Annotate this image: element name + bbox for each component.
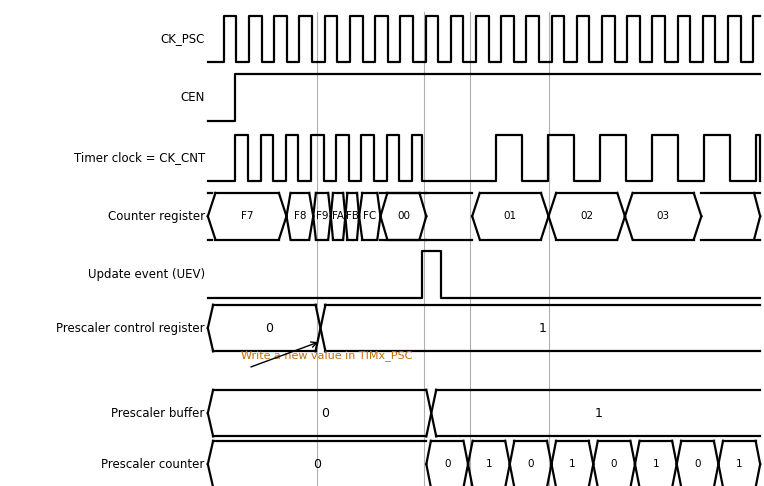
Text: 1: 1 bbox=[652, 459, 659, 469]
Text: FC: FC bbox=[363, 211, 377, 221]
Text: CK_PSC: CK_PSC bbox=[160, 33, 205, 45]
Text: 1: 1 bbox=[594, 407, 602, 419]
Text: 0: 0 bbox=[527, 459, 534, 469]
Text: 03: 03 bbox=[656, 211, 670, 221]
Text: FA: FA bbox=[332, 211, 344, 221]
Text: 0: 0 bbox=[611, 459, 617, 469]
Text: 0: 0 bbox=[265, 322, 274, 334]
Text: 1: 1 bbox=[486, 459, 492, 469]
Text: 0: 0 bbox=[444, 459, 451, 469]
Text: 1: 1 bbox=[736, 459, 743, 469]
Text: 1: 1 bbox=[539, 322, 547, 334]
Text: F7: F7 bbox=[241, 211, 254, 221]
Text: 01: 01 bbox=[503, 211, 517, 221]
Text: Prescaler control register: Prescaler control register bbox=[56, 322, 205, 334]
Text: Update event (UEV): Update event (UEV) bbox=[88, 268, 205, 281]
Text: Counter register: Counter register bbox=[108, 210, 205, 223]
Text: 00: 00 bbox=[397, 211, 410, 221]
Text: Write a new value in TIMx_PSC: Write a new value in TIMx_PSC bbox=[241, 350, 412, 361]
Text: Timer clock = CK_CNT: Timer clock = CK_CNT bbox=[73, 152, 205, 164]
Text: 0: 0 bbox=[321, 407, 329, 419]
Text: Prescaler counter: Prescaler counter bbox=[102, 458, 205, 470]
Text: F9: F9 bbox=[316, 211, 329, 221]
Text: 0: 0 bbox=[313, 458, 321, 470]
Text: CEN: CEN bbox=[180, 91, 205, 104]
Text: FB: FB bbox=[345, 211, 359, 221]
Text: Prescaler buffer: Prescaler buffer bbox=[112, 407, 205, 419]
Text: 0: 0 bbox=[694, 459, 701, 469]
Text: F8: F8 bbox=[293, 211, 306, 221]
Text: 02: 02 bbox=[580, 211, 594, 221]
Text: 1: 1 bbox=[569, 459, 576, 469]
